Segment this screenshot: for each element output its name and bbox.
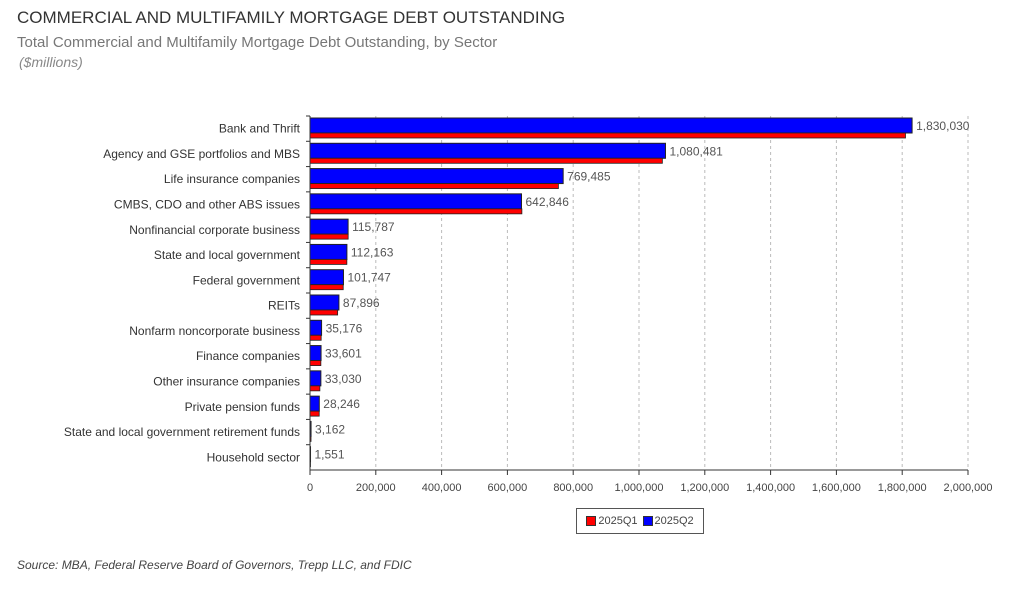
data-label: 101,747 (347, 271, 391, 285)
x-tick-label: 1,800,000 (878, 482, 927, 494)
category-label: REITs (268, 299, 300, 313)
category-label: Agency and GSE portfolios and MBS (103, 147, 300, 161)
x-tick-label: 0 (307, 482, 313, 494)
data-label: 28,246 (323, 397, 360, 411)
bar-2025q2 (309, 395, 320, 412)
legend-swatch (642, 516, 653, 527)
data-label: 3,162 (315, 422, 345, 436)
bar-2025q1 (309, 183, 559, 189)
source-note: Source: MBA, Federal Reserve Board of Go… (17, 558, 412, 572)
x-tick-label: 800,000 (553, 482, 593, 494)
data-label: 33,601 (325, 347, 362, 361)
legend-item-q2: 2025Q2 (642, 515, 694, 527)
bar-2025q2 (309, 168, 564, 185)
bar-2025q1 (309, 284, 344, 291)
chart-units: ($millions) (19, 54, 83, 70)
category-label: CMBS, CDO and other ABS issues (114, 198, 300, 212)
category-label: Finance companies (196, 349, 300, 363)
x-tick-label: 1,200,000 (680, 482, 729, 494)
bar-2025q2 (309, 243, 348, 260)
chart-title: COMMERCIAL AND MULTIFAMILY MORTGAGE DEBT… (17, 8, 566, 27)
bar-2025q2 (309, 117, 913, 134)
x-tick-label: 1,000,000 (615, 482, 664, 494)
x-tick-label: 400,000 (422, 482, 462, 494)
data-label: 769,485 (567, 170, 611, 184)
bar-2025q1 (309, 132, 906, 139)
data-label: 1,551 (315, 448, 345, 462)
data-label: 112,163 (351, 245, 394, 259)
category-label: Other insurance companies (153, 375, 300, 389)
x-tick-label: 200,000 (356, 482, 396, 494)
category-label: Household sector (207, 450, 300, 464)
bar-2025q1 (309, 410, 320, 417)
bar-2025q2 (309, 345, 322, 362)
x-tick-label: 1,400,000 (746, 482, 795, 494)
bar-2025q1 (309, 334, 322, 341)
category-label: Private pension funds (185, 400, 300, 414)
bar-2025q1 (309, 208, 523, 215)
legend: 2025Q1 2025Q2 (576, 508, 704, 534)
bar-2025q2 (309, 370, 322, 387)
data-label: 35,176 (326, 321, 363, 335)
category-label: Nonfinancial corporate business (129, 223, 300, 237)
category-label: Federal government (193, 273, 301, 287)
legend-item-q1: 2025Q1 (586, 515, 638, 527)
bar-2025q1 (309, 385, 321, 392)
bar-2025q1 (309, 309, 339, 316)
category-label: Life insurance companies (164, 172, 300, 186)
x-tick-label: 1,600,000 (812, 482, 861, 494)
bar-2025q2 (309, 319, 323, 336)
bar-2025q1 (309, 157, 663, 164)
bar-2025q2 (309, 193, 522, 210)
data-label: 87,896 (343, 296, 380, 310)
x-tick-label: 600,000 (488, 482, 528, 494)
data-label: 115,787 (352, 220, 395, 234)
data-label: 642,846 (525, 195, 569, 209)
category-label: Nonfarm noncorporate business (129, 324, 300, 338)
category-label: Bank and Thrift (219, 122, 301, 136)
bar-2025q1 (309, 259, 348, 265)
bar-2025q2 (309, 294, 340, 311)
bar-2025q2 (309, 269, 344, 286)
category-label: State and local government retirement fu… (64, 425, 300, 439)
legend-swatch (586, 516, 597, 527)
data-label: 1,080,481 (669, 144, 723, 158)
chart-subtitle: Total Commercial and Multifamily Mortgag… (17, 34, 498, 51)
bar-2025q2 (309, 142, 666, 159)
x-tick-label: 2,000,000 (944, 482, 993, 494)
bar-2025q1 (309, 360, 322, 366)
data-label: 33,030 (325, 372, 362, 386)
bar-2025q2 (309, 218, 349, 235)
bar-2025q1 (309, 233, 349, 240)
data-label: 1,830,030 (916, 119, 970, 133)
category-label: State and local government (154, 248, 301, 262)
